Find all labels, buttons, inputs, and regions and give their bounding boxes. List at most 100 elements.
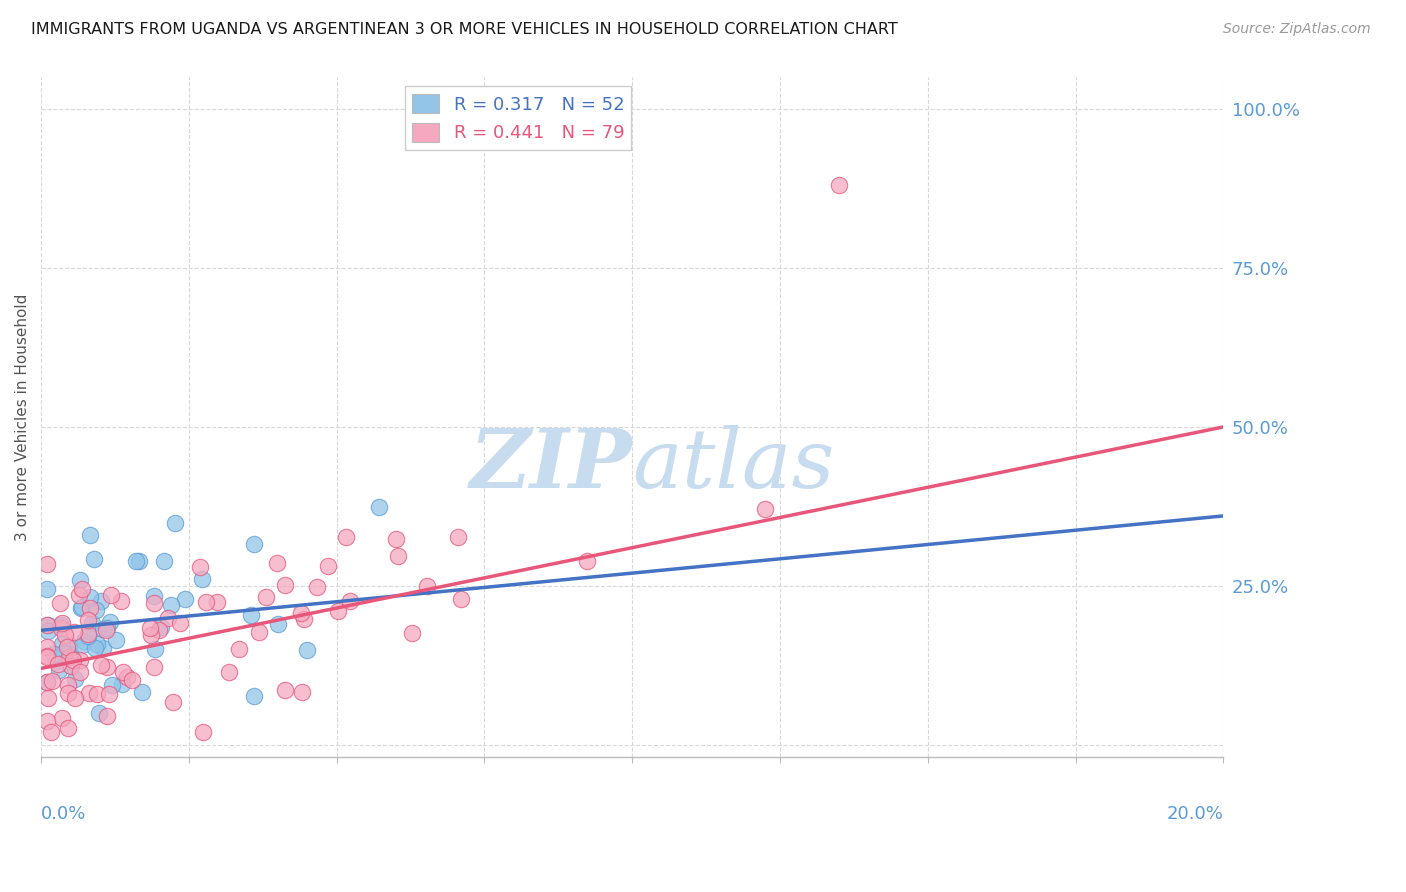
Point (63, 672, 86, 686)
Point (754, 501, 776, 516)
Text: 20.0%: 20.0% (1167, 805, 1223, 823)
Point (58, 721, 80, 735)
Point (79, 590, 101, 604)
Point (254, 590, 277, 604)
Point (91, 622, 114, 636)
Point (295, 642, 318, 657)
Point (69, 573, 91, 587)
Point (267, 617, 290, 632)
Point (35, 648, 58, 663)
Text: Source: ZipAtlas.com: Source: ZipAtlas.com (1223, 22, 1371, 37)
Point (51, 615, 73, 630)
Point (169, 616, 191, 631)
Point (160, 598, 183, 612)
Point (72, 639, 94, 653)
Point (58, 677, 80, 691)
Point (274, 578, 297, 592)
Point (112, 665, 135, 680)
Point (65, 690, 87, 705)
Point (37, 582, 59, 596)
Point (828, 178, 851, 193)
Point (69, 653, 91, 667)
Point (131, 684, 153, 698)
Point (247, 624, 270, 639)
Y-axis label: 3 or more Vehicles in Household: 3 or more Vehicles in Household (15, 293, 30, 541)
Point (53, 628, 76, 642)
Point (56, 686, 79, 700)
Point (291, 685, 314, 699)
Point (96, 709, 118, 723)
Point (292, 612, 315, 626)
Point (384, 532, 406, 546)
Text: IMMIGRANTS FROM UGANDA VS ARGENTINEAN 3 OR MORE VEHICLES IN HOUSEHOLD CORRELATIO: IMMIGRANTS FROM UGANDA VS ARGENTINEAN 3 … (31, 22, 897, 37)
Point (77, 627, 100, 641)
Point (69, 665, 91, 680)
Point (228, 641, 250, 656)
Point (70, 582, 93, 596)
Point (51, 618, 73, 632)
Point (51, 637, 73, 651)
Point (149, 620, 172, 634)
Point (153, 553, 176, 567)
Point (96, 660, 118, 674)
Point (335, 529, 357, 543)
Point (79, 528, 101, 542)
Point (195, 595, 218, 609)
Point (37, 624, 59, 638)
Point (266, 556, 288, 570)
Point (165, 516, 187, 530)
Text: 0.0%: 0.0% (41, 805, 87, 823)
Point (70, 600, 93, 615)
Point (37, 690, 59, 705)
Point (67, 588, 90, 602)
Point (42, 647, 65, 661)
Point (242, 537, 264, 551)
Point (339, 594, 361, 608)
Point (35, 650, 58, 665)
Point (49, 596, 72, 610)
Legend: R = 0.317   N = 52, R = 0.441   N = 79: R = 0.317 N = 52, R = 0.441 N = 79 (405, 87, 631, 150)
Point (450, 592, 472, 607)
Point (191, 725, 214, 739)
Point (35, 618, 58, 632)
Point (79, 600, 101, 615)
Point (174, 591, 197, 606)
Point (86, 637, 108, 651)
Point (139, 628, 162, 642)
Point (35, 640, 58, 654)
Point (401, 625, 423, 640)
Point (447, 529, 470, 543)
Point (58, 638, 80, 652)
Point (62, 624, 84, 639)
Point (243, 689, 266, 703)
Point (143, 642, 166, 657)
Point (82, 616, 104, 631)
Point (59, 659, 82, 673)
Point (51, 711, 73, 725)
Point (318, 559, 340, 574)
Text: atlas: atlas (633, 425, 835, 505)
Point (218, 665, 240, 680)
Point (86, 687, 108, 701)
Point (100, 678, 122, 692)
Point (148, 624, 170, 638)
Point (142, 596, 165, 610)
Point (290, 606, 312, 620)
Point (576, 554, 599, 568)
Point (115, 670, 138, 684)
Point (156, 611, 179, 625)
Point (368, 500, 391, 514)
Point (305, 581, 328, 595)
Point (328, 604, 350, 618)
Point (83, 641, 105, 656)
Point (162, 695, 184, 709)
Point (125, 554, 148, 568)
Point (35, 674, 58, 689)
Point (35, 714, 58, 728)
Point (90, 657, 112, 672)
Text: ZIP: ZIP (470, 425, 633, 505)
Point (98, 688, 121, 702)
Point (207, 595, 229, 609)
Point (48, 663, 70, 677)
Point (70, 600, 93, 615)
